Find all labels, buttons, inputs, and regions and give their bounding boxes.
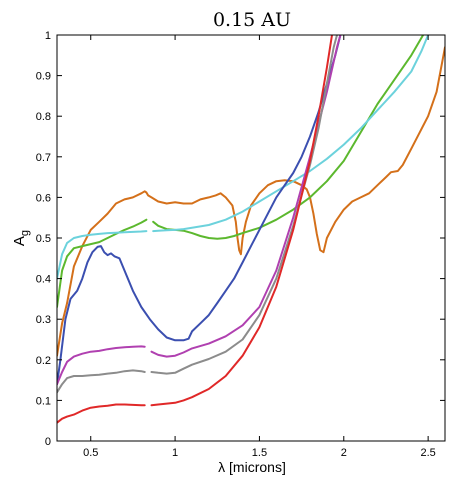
series-2-segment-0 bbox=[57, 230, 148, 280]
series-0-segment-0 bbox=[57, 46, 445, 357]
x-tick-label-3: 2 bbox=[341, 447, 347, 459]
y-tick-label-8: 0.8 bbox=[36, 111, 51, 123]
y-axis-label-main: A bbox=[11, 236, 28, 246]
y-tick-label-7: 0.7 bbox=[36, 152, 51, 164]
y-tick-label-4: 0.4 bbox=[36, 274, 51, 286]
series-5-segment-1 bbox=[150, 35, 338, 375]
series-1-segment-0 bbox=[57, 218, 148, 308]
series-2-segment-1 bbox=[152, 35, 430, 233]
series-6-segment-0 bbox=[57, 403, 146, 424]
chart-title: 0.15 AU bbox=[213, 9, 291, 31]
tick-layer: 0.5 1 1.5 2 2.5 0 0.1 0.2 0.3 0.4 0.5 0.6 0.7 0.8 0.9 1 bbox=[36, 30, 445, 459]
x-tick-label-4: 2.5 bbox=[420, 447, 435, 459]
x-axis-label: λ [microns] bbox=[218, 459, 286, 475]
y-tick-label-5: 0.5 bbox=[36, 233, 51, 245]
series-3-segment-0 bbox=[57, 35, 342, 386]
x-tick-label-0: 0.5 bbox=[83, 447, 98, 459]
y-tick-label-6: 0.6 bbox=[36, 192, 51, 204]
svg-text:Ag: Ag bbox=[11, 230, 31, 246]
y-tick-label-2: 0.2 bbox=[36, 355, 51, 367]
y-tick-label-3: 0.3 bbox=[36, 314, 51, 326]
y-axis-label: Ag bbox=[11, 230, 31, 246]
x-tick-label-2: 1.5 bbox=[252, 447, 267, 459]
y-tick-label-10: 1 bbox=[45, 30, 51, 42]
series-5-segment-0 bbox=[57, 369, 146, 394]
series-4-segment-0 bbox=[57, 345, 146, 386]
series-layer bbox=[57, 35, 445, 424]
y-tick-label-9: 0.9 bbox=[36, 71, 51, 83]
plot-frame bbox=[56, 34, 446, 442]
y-tick-label-1: 0.1 bbox=[36, 395, 51, 407]
y-tick-label-0: 0 bbox=[45, 436, 51, 448]
x-tick-label-1: 1 bbox=[172, 447, 178, 459]
series-6-segment-1 bbox=[150, 35, 333, 407]
series-1-segment-1 bbox=[152, 35, 425, 240]
y-axis-label-sub: g bbox=[19, 230, 31, 236]
